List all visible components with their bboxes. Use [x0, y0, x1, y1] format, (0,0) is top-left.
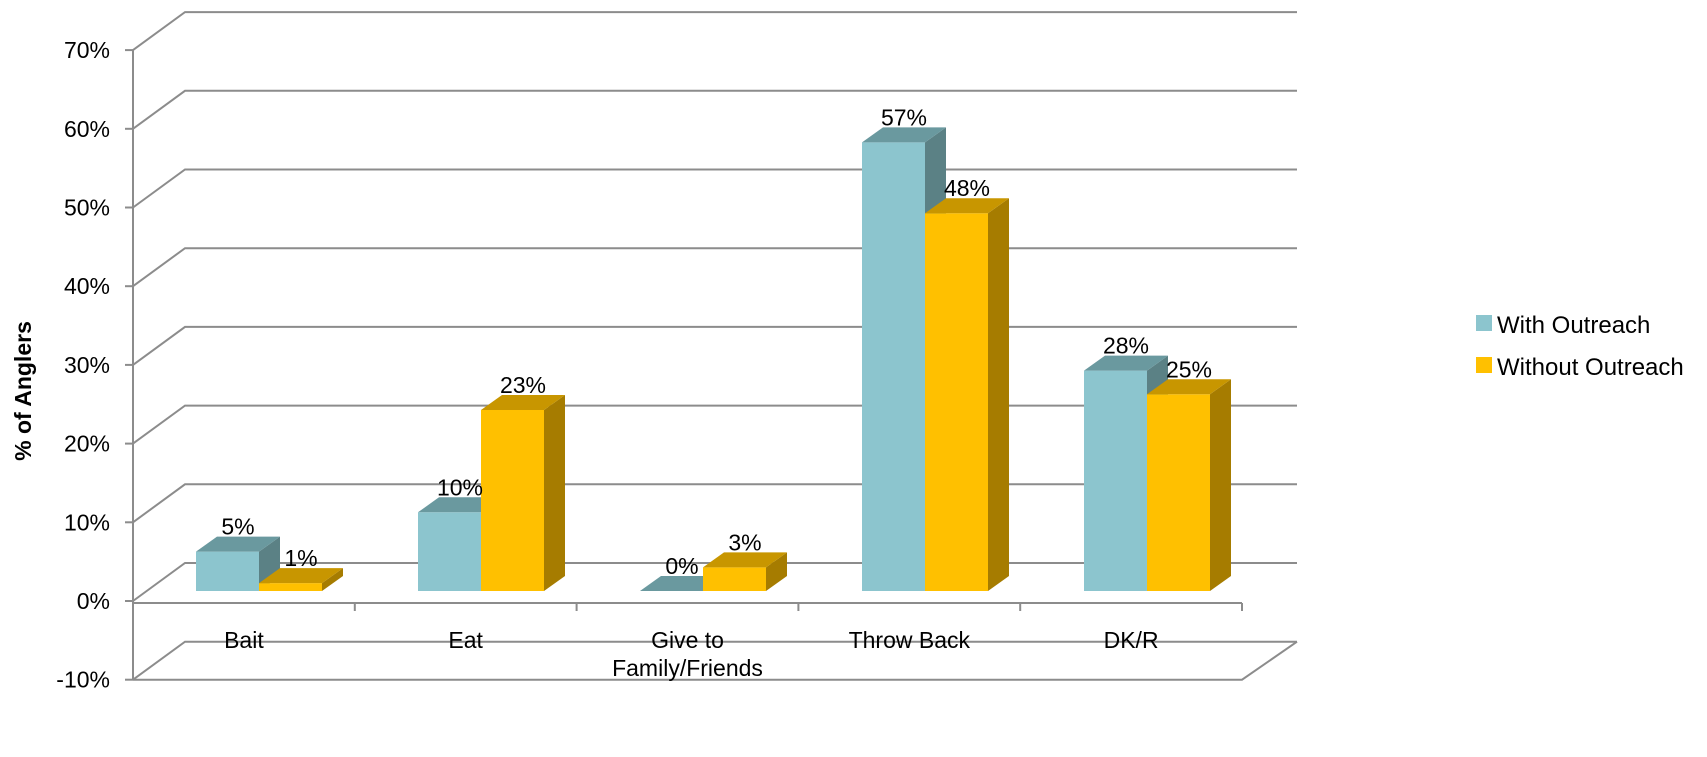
bar-side [544, 394, 565, 591]
bar-top [862, 127, 946, 143]
x-axis-categories: Bait Eat Give to Family/Friends Throw Back DK… [224, 627, 1158, 681]
bars [196, 127, 1231, 592]
legend-item[interactable]: Without Outreach [1476, 354, 1684, 381]
bar-front [703, 567, 766, 591]
data-label: 48% [944, 175, 990, 201]
data-label: 5% [221, 514, 254, 540]
data-label: 28% [1103, 333, 1149, 359]
bar-side [766, 552, 787, 591]
chart-floor [133, 602, 1298, 681]
y-tick-label: 70% [64, 37, 110, 63]
bar-front [862, 142, 925, 591]
bar-top [259, 568, 343, 584]
data-label: 25% [1166, 356, 1212, 382]
data-label: 57% [881, 104, 927, 130]
gridline [132, 640, 1297, 681]
legend-label: Without Outreach [1497, 354, 1684, 381]
bar [925, 198, 1009, 592]
y-tick-label: 40% [64, 273, 110, 299]
y-axis-title: % of Anglers [10, 321, 36, 461]
legend-swatch [1476, 357, 1492, 373]
legend[interactable]: With Outreach Without Outreach [1476, 312, 1684, 381]
data-label: 23% [500, 372, 546, 398]
bar-top [481, 394, 565, 410]
bar-front [925, 213, 988, 592]
data-label: 0% [665, 553, 698, 579]
gridline [132, 11, 1297, 51]
bar-front [1147, 394, 1210, 591]
bar [481, 394, 565, 591]
y-tick-label: -10% [56, 667, 110, 693]
x-category-label: Give to Family/Friends [612, 627, 763, 681]
bar-front [196, 551, 259, 591]
gridlines [132, 11, 1297, 681]
bar-side [1210, 379, 1231, 591]
gridline [132, 247, 1297, 288]
data-label: 10% [437, 474, 483, 500]
bar-top [1147, 379, 1231, 395]
gridline [132, 89, 1297, 130]
legend-item[interactable]: With Outreach [1476, 312, 1650, 339]
y-tick-label: 50% [64, 195, 110, 221]
y-tick-label: 30% [64, 352, 110, 378]
bar-top [196, 536, 280, 552]
data-labels: 5% 1% 10% 23% 0% 3% 57% 48% 28% 25% [221, 104, 1212, 579]
legend-label: With Outreach [1497, 312, 1650, 339]
bar [259, 568, 343, 591]
bar-front [259, 583, 322, 591]
data-label: 3% [728, 529, 761, 555]
bar-top [1084, 355, 1168, 371]
bar-side [988, 198, 1009, 592]
data-label: 1% [284, 545, 317, 571]
floor-front-edge [133, 640, 1298, 681]
bar [1147, 379, 1231, 591]
bar-front [418, 512, 481, 591]
x-category-label: Bait [224, 627, 264, 653]
y-tick-label: 20% [64, 431, 110, 457]
x-category-label: Eat [448, 627, 483, 653]
x-category-label: Throw Back [849, 627, 971, 653]
y-tick-label: 0% [77, 588, 110, 614]
y-tick-label: 10% [64, 509, 110, 535]
gridline [132, 168, 1297, 209]
bar [703, 552, 787, 591]
y-axis-ticks: -10% 0% 10% 20% 30% 40% 50% 60% 70% [56, 37, 133, 693]
x-category-label: DK/R [1104, 627, 1159, 653]
bar-side [322, 568, 343, 591]
bar-front [481, 409, 544, 591]
bar-front [1084, 370, 1147, 591]
bar-top [925, 198, 1009, 214]
legend-swatch [1476, 315, 1492, 331]
y-tick-label: 60% [64, 116, 110, 142]
bar-top [703, 552, 787, 568]
